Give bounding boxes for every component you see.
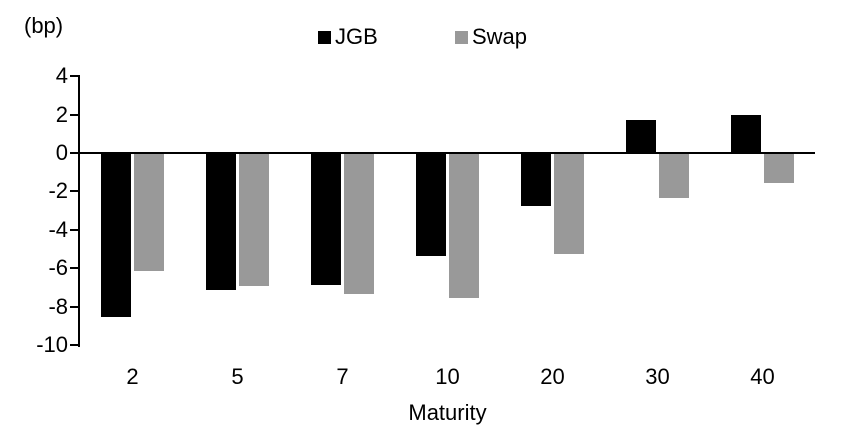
y-tick-label: -4 — [48, 216, 68, 242]
y-tick-label: -6 — [48, 255, 68, 281]
y-axis-tick — [70, 152, 80, 154]
legend: JGB Swap — [0, 24, 852, 50]
y-axis-tick — [70, 305, 80, 308]
bar-jgb-5[interactable] — [206, 154, 236, 291]
y-tick-label: -8 — [48, 293, 68, 319]
bar-swap-10[interactable] — [449, 154, 479, 298]
y-axis-unit-label: (bp) — [24, 13, 64, 38]
y-axis-tick — [70, 267, 80, 270]
bar-jgb-2[interactable] — [101, 154, 131, 318]
legend-item-swap[interactable]: Swap — [455, 24, 527, 50]
y-tick-label: -2 — [48, 178, 68, 204]
y-axis-line — [78, 76, 80, 347]
bar-swap-2[interactable] — [134, 154, 164, 272]
y-axis-tick — [70, 75, 80, 78]
y-axis-tick — [70, 344, 80, 346]
x-tick-label: 40 — [750, 364, 775, 389]
x-tick-label: 7 — [336, 364, 349, 389]
x-tick-label: 5 — [231, 364, 244, 389]
bar-swap-7[interactable] — [344, 154, 374, 295]
bar-jgb-40[interactable] — [731, 114, 761, 153]
jgb-series-swatch-icon — [318, 30, 331, 44]
legend-item-jgb[interactable]: JGB — [318, 24, 378, 50]
y-tick-label: 2 — [55, 101, 68, 127]
bar-swap-5[interactable] — [239, 154, 269, 287]
y-axis-tick — [70, 113, 80, 116]
swap-series-swatch-icon — [455, 30, 468, 44]
bar-jgb-7[interactable] — [311, 154, 341, 285]
legend-label-swap: Swap — [472, 24, 528, 49]
x-tick-label: 20 — [540, 364, 565, 389]
legend-label-jgb: JGB — [335, 24, 378, 49]
x-tick-label: 30 — [645, 364, 670, 389]
bar-jgb-10[interactable] — [416, 154, 446, 256]
x-tick-label: 2 — [126, 364, 139, 389]
y-tick-label: 4 — [55, 63, 68, 89]
y-axis-tick — [70, 190, 80, 193]
bar-swap-40[interactable] — [764, 154, 794, 183]
y-axis-tick — [70, 228, 80, 231]
y-tick-label: 0 — [55, 140, 68, 165]
bar-jgb-20[interactable] — [521, 154, 551, 206]
y-tick-label: -10 — [36, 332, 68, 357]
x-tick-label: 10 — [435, 364, 460, 389]
zero-line — [80, 152, 815, 154]
x-axis-title: Maturity — [408, 400, 487, 425]
bar-jgb-30[interactable] — [626, 120, 656, 153]
bar-swap-20[interactable] — [554, 154, 584, 254]
bar-swap-30[interactable] — [659, 154, 689, 199]
